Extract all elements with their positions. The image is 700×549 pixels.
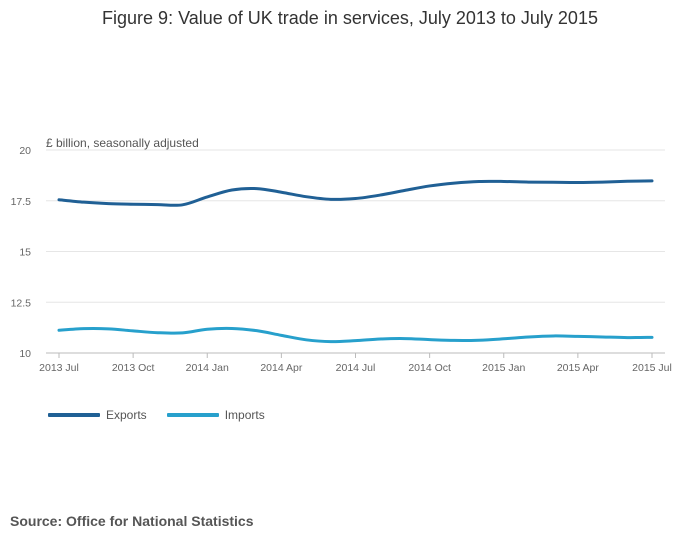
exports-line[interactable]: [57, 179, 654, 207]
y-tick-label: 15: [19, 247, 31, 259]
y-axis-ticks: 20 17.5 15 12.5 10: [11, 145, 32, 360]
legend-label-exports: Exports: [106, 408, 147, 422]
x-tick-label: 2014 Oct: [408, 362, 451, 374]
legend: Exports Imports: [48, 408, 285, 422]
gridlines: [46, 149, 665, 354]
series-lines: [57, 179, 654, 344]
imports-line[interactable]: [57, 326, 654, 344]
source-note: Source: Office for National Statistics: [10, 513, 254, 529]
x-tick-label: 2013 Oct: [112, 362, 155, 374]
y-tick-label: 10: [19, 348, 31, 360]
y-tick-label: 12.5: [11, 297, 32, 309]
legend-swatch-exports: [48, 413, 100, 417]
legend-item-exports[interactable]: Exports: [48, 408, 147, 422]
y-tick-label: 17.5: [11, 196, 32, 208]
x-tick-label: 2014 Jan: [186, 362, 229, 374]
chart-title: Figure 9: Value of UK trade in services,…: [102, 8, 598, 28]
legend-swatch-imports: [166, 413, 219, 417]
x-tick-label: 2015 Jul: [632, 362, 672, 374]
y-axis-units-label: £ billion, seasonally adjusted: [46, 136, 199, 150]
legend-label-imports: Imports: [224, 408, 265, 422]
x-tick-label: 2014 Apr: [260, 362, 303, 374]
legend-item-imports[interactable]: Imports: [166, 408, 265, 422]
x-tick-label: 2014 Jul: [336, 362, 376, 374]
x-tick-label: 2015 Apr: [557, 362, 600, 374]
x-tick-label: 2013 Jul: [39, 362, 79, 374]
y-tick-label: 20: [19, 145, 31, 157]
x-tick-label: 2015 Jan: [482, 362, 525, 374]
x-axis: 2013 Jul 2013 Oct 2014 Jan 2014 Apr 2014 Jul…: [39, 353, 672, 374]
